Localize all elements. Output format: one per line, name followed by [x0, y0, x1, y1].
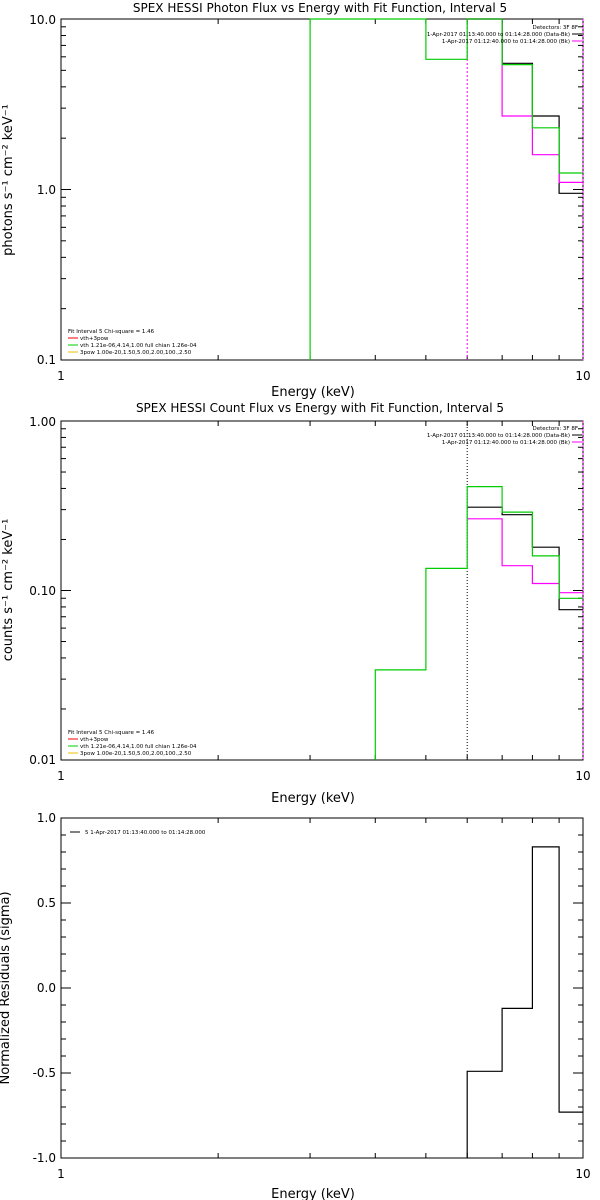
panel2-legend-model: vth+3pow — [80, 737, 109, 743]
panel1-ylabel: photons s⁻¹ cm⁻² keV⁻¹ — [1, 104, 16, 256]
panel3-frame — [60, 817, 584, 1159]
panel2-title: SPEX HESSI Count Flux vs Energy with Fit… — [136, 401, 504, 415]
panel1-xtick-10: 10 — [575, 369, 590, 383]
panel3-ylabel: Normalized Residuals (sigma) — [0, 891, 13, 1084]
panel2-legend-data-interval: 1-Apr-2017 01:13:40.000 to 01:14:28.000 … — [427, 433, 570, 439]
panel2-legend-fit-interval: Fit Interval 5 Chi-square = 1.46 — [68, 730, 155, 736]
panel3-legend-text: 5 1-Apr-2017 01:13:40.000 to 01:14:28.00… — [85, 830, 206, 836]
panel2-axis-ticks — [61, 421, 583, 761]
panel1-legend-data-interval: 1-Apr-2017 01:13:40.000 to 01:14:28.000 … — [427, 32, 570, 38]
panel1-title: SPEX HESSI Photon Flux vs Energy with Fi… — [133, 1, 507, 15]
series-line-2 — [374, 486, 583, 760]
panel2-legend-vth: vth 1.21e-06,4.14,1.00 full chian 1.26e-… — [80, 744, 197, 750]
panel1-legend-bk-interval: 1-Apr-2017 01:12:40.000 to 01:14:28.000 … — [442, 39, 570, 45]
panel2-legend-fit: Fit Interval 5 Chi-square = 1.46 vth+3po… — [68, 730, 197, 757]
panel1-xlabel: Energy (keV) — [271, 385, 355, 400]
panel1-legend-fit: Fit Interval 5 Chi-square = 1.46 vth+3po… — [68, 329, 197, 356]
panel1-legend-detectors: Detectors: 3F 8F — [532, 25, 578, 31]
panel2-ylabel: counts s⁻¹ cm⁻² keV⁻¹ — [1, 519, 16, 662]
panel1-series-group — [309, 18, 584, 360]
panel3-axis-ticks — [61, 817, 583, 1159]
panel1-axis-ticks — [61, 19, 583, 361]
panel3-xtick-1: 1 — [57, 1167, 65, 1181]
panel1-legend-model: vth+3pow — [80, 336, 109, 342]
panel1-ytick-10.0: 10.0 — [29, 13, 56, 27]
series-line-0 — [467, 506, 583, 611]
panel1-legend-3pow: 3pow 1.00e-20,1.50,5.00,2.00,100.,2.50 — [80, 350, 192, 356]
panel3-ytick-0.5: 0.5 — [37, 896, 56, 910]
panel1-legend-top-right: Detectors: 3F 8F 1-Apr-2017 01:13:40.000… — [427, 25, 582, 45]
panel2-xtick-1: 1 — [57, 769, 65, 783]
series-line-2 — [309, 18, 583, 360]
panel2-ytick-0.01: 0.01 — [29, 753, 56, 767]
panel3-ytick-1.0: 1.0 — [37, 811, 56, 825]
series-line-0 — [466, 846, 583, 1158]
panel1-frame — [60, 18, 584, 361]
photon-flux-panel: SPEX HESSI Photon Flux vs Energy with Fi… — [1, 1, 591, 400]
panel3-xtick-10: 10 — [575, 1167, 590, 1181]
panel3-legend: 5 1-Apr-2017 01:13:40.000 to 01:14:28.00… — [70, 830, 206, 836]
panel1-legend-fit-interval: Fit Interval 5 Chi-square = 1.46 — [68, 329, 155, 335]
series-line-0 — [467, 18, 583, 194]
panel3-xlabel: Energy (keV) — [271, 1187, 355, 1200]
panel3-series-group — [466, 846, 583, 1158]
panel2-frame — [60, 420, 584, 761]
panel2-series-group — [374, 421, 584, 760]
residuals-panel: 1 10 -1.0 -0.5 0.0 0.5 1.0 Energy (keV) … — [0, 811, 591, 1200]
panel2-xlabel: Energy (keV) — [271, 791, 355, 806]
panel2-ytick-0.10: 0.10 — [29, 584, 56, 598]
panel3-ytick-0.0: 0.0 — [37, 981, 56, 995]
panel2-legend-top-right: Detectors: 3F 8F 1-Apr-2017 01:13:40.000… — [427, 426, 582, 446]
series-line-1 — [467, 518, 583, 594]
panel1-ytick-0.1: 0.1 — [37, 353, 56, 367]
panel2-xtick-10: 10 — [575, 769, 590, 783]
panel2-legend-bk-interval: 1-Apr-2017 01:12:40.000 to 01:14:28.000 … — [442, 440, 570, 446]
panel3-ytick-neg0.5: -0.5 — [33, 1066, 56, 1080]
panel1-xtick-1: 1 — [57, 369, 65, 383]
panel3-ytick-neg1.0: -1.0 — [33, 1151, 56, 1165]
panel2-ytick-1.00: 1.00 — [29, 415, 56, 429]
panel1-ytick-1.0: 1.0 — [37, 183, 56, 197]
panel1-legend-vth: vth 1.21e-06,4.14,1.00 full chian 1.26e-… — [80, 343, 197, 349]
panel2-legend-3pow: 3pow 1.00e-20,1.50,5.00,2.00,100.,2.50 — [80, 751, 192, 757]
panel2-legend-detectors: Detectors: 3F 8F — [532, 426, 578, 432]
count-flux-panel: SPEX HESSI Count Flux vs Energy with Fit… — [1, 401, 591, 806]
